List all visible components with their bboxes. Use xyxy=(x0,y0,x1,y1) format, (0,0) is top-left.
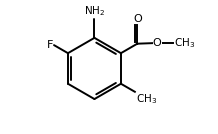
Text: O: O xyxy=(153,38,162,48)
Text: NH$_2$: NH$_2$ xyxy=(84,4,105,18)
Text: O: O xyxy=(134,14,142,24)
Text: CH$_3$: CH$_3$ xyxy=(174,36,196,50)
Text: CH$_3$: CH$_3$ xyxy=(136,92,158,106)
Text: F: F xyxy=(47,40,53,50)
